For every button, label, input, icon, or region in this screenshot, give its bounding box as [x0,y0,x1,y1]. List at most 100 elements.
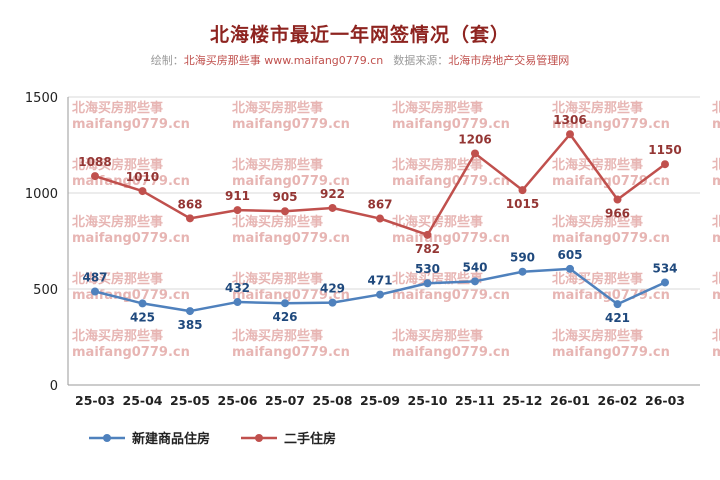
watermark-text: 北海买房那些事 [552,328,643,344]
data-point-marker [471,277,479,286]
watermark-text: maifang0779.cn [392,231,510,246]
data-point-marker [281,207,289,216]
watermark-text: maifang0779.cn [392,117,510,132]
data-point-label: 966 [605,207,630,221]
data-point-marker [376,290,384,299]
data-point-marker [376,214,384,223]
data-point-marker [233,298,242,307]
watermark-text: 北海买房那些事 [392,100,483,116]
data-point-label: 425 [130,310,155,324]
watermark-text: maifang0779.cn [712,288,720,303]
legend-item-new-housing: 新建商品住房 [88,428,210,447]
data-point-marker [566,130,574,139]
watermark-text: maifang0779.cn [72,345,190,360]
x-axis-tick-label: 25-07 [265,393,305,408]
watermark-text: 北海买房那些事 [232,100,323,116]
data-point-label: 432 [225,281,250,295]
watermark-text: 北海买房那些事 [232,157,323,173]
x-axis-tick-label: 25-05 [170,393,210,408]
watermark-text: 北海买房那些事 [232,271,323,287]
data-point-marker [186,214,194,223]
watermark-text: 北海买房那些事 [552,214,643,230]
data-point-marker [91,287,99,296]
chart-legend: 新建商品住房 二手住房 [88,428,336,447]
data-point-marker [423,279,432,288]
watermark-text: maifang0779.cn [712,231,720,246]
data-point-label: 867 [367,198,392,212]
watermark-text: 北海买房那些事 [552,100,643,116]
watermark-text: 北海买房那些事 [72,328,163,344]
subtitle-prefix: 绘制： [150,54,184,67]
x-axis-tick-label: 25-04 [123,393,163,408]
watermark-text: maifang0779.cn [232,345,350,360]
data-point-marker [138,187,147,196]
watermark-text: maifang0779.cn [232,288,350,303]
x-axis-tick-label: 25-03 [75,393,115,408]
data-point-label: 1206 [458,132,491,146]
watermark-text: 北海买房那些事 [552,157,643,173]
watermark-text: 北海买房那些事 [392,157,483,173]
x-axis-tick-label: 25-11 [455,393,495,408]
watermark-text: maifang0779.cn [72,288,190,303]
data-point-label: 590 [510,251,535,265]
watermark-text: maifang0779.cn [552,174,670,189]
watermark-text: 北海买房那些事 [72,214,163,230]
data-point-marker [186,307,194,316]
watermark-text: 北海买房那些事 [232,214,323,230]
watermark-text: maifang0779.cn [552,288,670,303]
legend-item-secondhand-housing: 二手住房 [240,428,336,447]
x-axis-tick-label: 25-09 [360,393,400,408]
subtitle-author: 北海买房那些事 www.maifang0779.cn [183,54,384,67]
x-axis-tick-label: 25-12 [503,393,543,408]
data-point-marker [233,206,242,215]
watermark-text: 北海买房那些事 [552,271,643,287]
data-point-label: 905 [272,190,297,204]
watermark-text: 北海买房那些事 [392,328,483,344]
y-axis-tick-label: 0 [50,379,58,394]
watermark-text: 北海买房那些事 [712,328,720,344]
y-axis-tick-label: 1000 [25,187,58,202]
legend-swatch-line-icon [89,433,125,442]
data-point-label: 1010 [126,170,159,184]
data-point-label: 421 [605,311,630,325]
chart-subtitle: 绘制：北海买房那些事 www.maifang0779.cn 数据来源：北海市房地产… [0,52,720,68]
data-point-label: 922 [320,187,345,201]
data-point-marker [661,278,669,287]
watermark-text: maifang0779.cn [552,345,670,360]
x-axis-tick-label: 25-08 [313,393,353,408]
watermark-text: maifang0779.cn [392,345,510,360]
subtitle-source-label: 数据来源： [393,54,449,67]
legend-label-secondhand-housing: 二手住房 [284,432,337,447]
subtitle-source: 北海市房地产交易管理网 [448,54,570,67]
watermark-text: 北海买房那些事 [712,100,720,116]
watermark-text: maifang0779.cn [232,117,350,132]
data-point-label: 429 [320,282,345,296]
data-point-label: 1306 [553,113,586,127]
chart-title: 北海楼市最近一年网签情况（套） [209,24,510,46]
watermark-text: maifang0779.cn [392,288,510,303]
data-point-label: 605 [557,248,582,262]
legend-label-new-housing: 新建商品住房 [132,432,211,447]
watermark-text: 北海买房那些事 [392,214,483,230]
watermark-text: maifang0779.cn [232,174,350,189]
watermark-text: 北海买房那些事 [712,214,720,230]
watermark-text: 北海买房那些事 [712,271,720,287]
data-point-marker [328,298,337,307]
data-point-marker [471,149,479,158]
data-point-label: 782 [415,242,440,256]
y-axis-tick-label: 1500 [25,91,58,106]
data-point-marker [91,172,99,181]
data-point-label: 534 [652,261,677,275]
x-axis-tick-label: 26-03 [645,393,685,408]
watermark-text: 北海买房那些事 [232,328,323,344]
data-point-label: 487 [82,270,107,284]
watermark-text: maifang0779.cn [712,117,720,132]
watermark-text: maifang0779.cn [72,231,190,246]
data-point-label: 1088 [78,155,111,169]
data-point-label: 385 [177,318,202,332]
watermark-text: 北海买房那些事 [72,271,163,287]
watermark-text: maifang0779.cn [552,231,670,246]
data-point-label: 540 [462,260,487,274]
